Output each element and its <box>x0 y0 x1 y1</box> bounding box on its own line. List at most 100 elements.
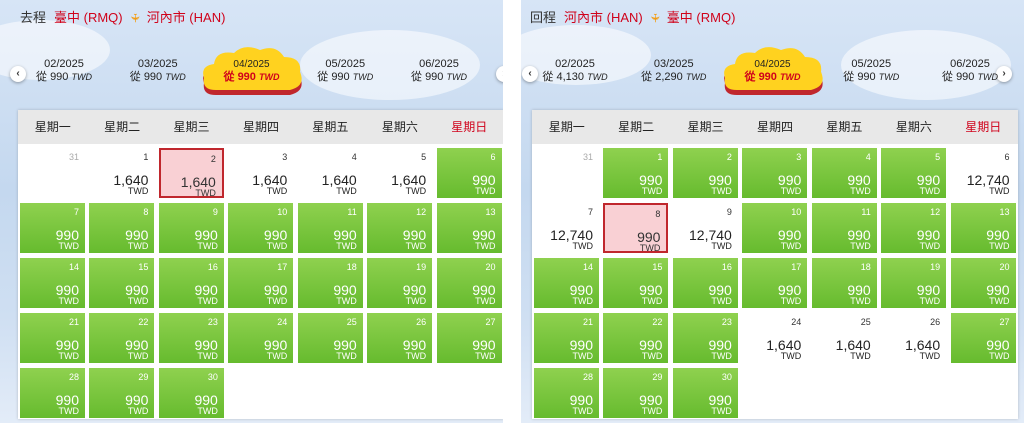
day-number: 20 <box>485 262 496 272</box>
date-cell[interactable]: 29 990 TWD <box>603 368 669 418</box>
date-cell[interactable]: 30 990 TWD <box>672 368 738 418</box>
chevron-right-icon[interactable]: › <box>496 66 503 82</box>
date-cell[interactable]: 6 12,740 TWD <box>951 148 1016 198</box>
date-cell[interactable]: 9 990 TWD <box>158 203 224 253</box>
date-cell[interactable]: 5 1,640 TWD <box>367 148 432 198</box>
date-cell[interactable]: 22 990 TWD <box>89 313 155 363</box>
date-cell[interactable]: 13 990 TWD <box>950 203 1016 253</box>
date-cell[interactable]: 24 1,640 TWD <box>742 313 807 363</box>
date-cell[interactable]: 11 990 TWD <box>297 203 363 253</box>
price-prefix: 從 <box>129 71 141 83</box>
fare-price: 990 <box>777 172 802 188</box>
date-cell[interactable]: 4 1,640 TWD <box>298 148 363 198</box>
date-cell[interactable]: 7 990 TWD <box>20 203 85 253</box>
date-cell[interactable]: 15 990 TWD <box>603 258 669 308</box>
date-cell[interactable]: 2 990 TWD <box>672 148 738 198</box>
date-cell[interactable]: 20 990 TWD <box>436 258 502 308</box>
date-cell[interactable]: 6 990 TWD <box>436 148 502 198</box>
date-cell[interactable]: 25 1,640 TWD <box>812 313 877 363</box>
date-cell[interactable]: 14 990 TWD <box>20 258 85 308</box>
fare-currency: TWD <box>711 186 732 196</box>
fare-price: 990 <box>847 227 871 243</box>
chevron-left-icon[interactable]: ‹ <box>522 66 538 82</box>
date-cell[interactable]: 7 12,740 TWD <box>534 203 599 253</box>
date-cell[interactable]: 8 990 TWD <box>89 203 155 253</box>
fare-price: 990 <box>847 282 871 298</box>
date-cell[interactable]: 27 990 TWD <box>436 313 502 363</box>
price-currency: TWD <box>977 72 998 82</box>
fare-currency: TWD <box>780 296 802 306</box>
date-cell[interactable]: 26 1,640 TWD <box>881 313 946 363</box>
fare-currency: TWD <box>572 296 594 306</box>
month-option-2[interactable]: 04/2025 從 990 TWD <box>723 44 823 102</box>
month-option-3[interactable]: 05/2025 從 990 TWD <box>297 58 393 84</box>
month-option-1[interactable]: 03/2025 從 990 TWD <box>110 58 206 84</box>
date-cell[interactable]: 19 990 TWD <box>881 258 947 308</box>
fare-currency: TWD <box>127 296 149 306</box>
date-cell[interactable]: 4 990 TWD <box>811 148 877 198</box>
date-cell[interactable]: 12 990 TWD <box>367 203 433 253</box>
date-cell[interactable]: 5 990 TWD <box>881 148 947 198</box>
fare-price: 1,640 <box>180 174 216 190</box>
fare-currency: TWD <box>641 296 663 306</box>
fare-currency: TWD <box>195 188 216 198</box>
fare-price: 990 <box>916 227 941 243</box>
date-cell[interactable]: 11 990 TWD <box>811 203 877 253</box>
date-cell[interactable]: 16 990 TWD <box>158 258 224 308</box>
date-cell[interactable]: 10 990 TWD <box>228 203 294 253</box>
date-cell[interactable]: 16 990 TWD <box>672 258 738 308</box>
fare-price: 1,640 <box>113 172 149 188</box>
date-cell[interactable]: 10 990 TWD <box>742 203 808 253</box>
date-cell[interactable]: 3 1,640 TWD <box>228 148 293 198</box>
month-label: 04/2025 <box>754 59 791 70</box>
date-cell[interactable]: 29 990 TWD <box>89 368 155 418</box>
selected-date-cell[interactable]: 2 1,640 TWD <box>158 148 224 198</box>
date-cell[interactable]: 18 990 TWD <box>811 258 877 308</box>
month-option-0[interactable]: 02/2025 從 990 TWD <box>16 58 112 84</box>
chevron-right-icon[interactable]: › <box>996 66 1012 82</box>
month-option-0[interactable]: 02/2025 從 4,130 TWD <box>527 58 623 84</box>
date-cell[interactable]: 23 990 TWD <box>158 313 224 363</box>
date-cell[interactable]: 20 990 TWD <box>950 258 1016 308</box>
date-cell[interactable]: 17 990 TWD <box>742 258 808 308</box>
date-cell[interactable]: 13 990 TWD <box>436 203 502 253</box>
month-option-4[interactable]: 06/2025 從 990 TWD <box>922 58 1018 84</box>
date-cell[interactable]: 25 990 TWD <box>297 313 363 363</box>
plane-icon: ✈ <box>647 12 662 24</box>
date-cell[interactable]: 28 990 TWD <box>534 368 599 418</box>
date-cell[interactable]: 1 1,640 TWD <box>89 148 154 198</box>
date-cell[interactable]: 15 990 TWD <box>89 258 155 308</box>
date-cell[interactable]: 9 12,740 TWD <box>673 203 738 253</box>
fare-currency: TWD <box>780 186 802 196</box>
month-option-4[interactable]: 06/2025 從 990 TWD <box>391 58 487 84</box>
date-cell[interactable]: 27 990 TWD <box>950 313 1016 363</box>
selected-date-cell[interactable]: 8 990 TWD <box>603 203 669 253</box>
date-cell[interactable]: 3 990 TWD <box>742 148 808 198</box>
fare-price: 990 <box>639 337 663 353</box>
fare-currency: TWD <box>336 241 357 251</box>
fare-currency: TWD <box>58 351 80 361</box>
fare-currency: TWD <box>989 296 1010 306</box>
date-cell[interactable]: 19 990 TWD <box>367 258 433 308</box>
date-cell[interactable]: 14 990 TWD <box>534 258 599 308</box>
month-option-3[interactable]: 05/2025 從 990 TWD <box>823 58 919 84</box>
date-cell[interactable]: 21 990 TWD <box>534 313 599 363</box>
date-cell[interactable]: 26 990 TWD <box>367 313 433 363</box>
date-cell[interactable]: 22 990 TWD <box>603 313 669 363</box>
date-cell[interactable]: 21 990 TWD <box>20 313 85 363</box>
date-cell[interactable]: 24 990 TWD <box>228 313 294 363</box>
date-cell[interactable]: 17 990 TWD <box>228 258 294 308</box>
date-cell[interactable]: 1 990 TWD <box>603 148 669 198</box>
date-cell[interactable]: 28 990 TWD <box>20 368 85 418</box>
date-cell[interactable]: 23 990 TWD <box>672 313 738 363</box>
fare-price: 990 <box>263 337 288 353</box>
chevron-left-icon[interactable]: ‹ <box>10 66 26 82</box>
fare-currency: TWD <box>780 351 802 361</box>
fare-price: 990 <box>569 337 593 353</box>
month-option-2[interactable]: 04/2025 從 990 TWD <box>202 44 302 102</box>
month-option-1[interactable]: 03/2025 從 2,290 TWD <box>626 58 722 84</box>
date-cell[interactable]: 12 990 TWD <box>881 203 947 253</box>
date-cell[interactable]: 30 990 TWD <box>158 368 224 418</box>
fare-price: 990 <box>986 282 1010 298</box>
date-cell[interactable]: 18 990 TWD <box>297 258 363 308</box>
